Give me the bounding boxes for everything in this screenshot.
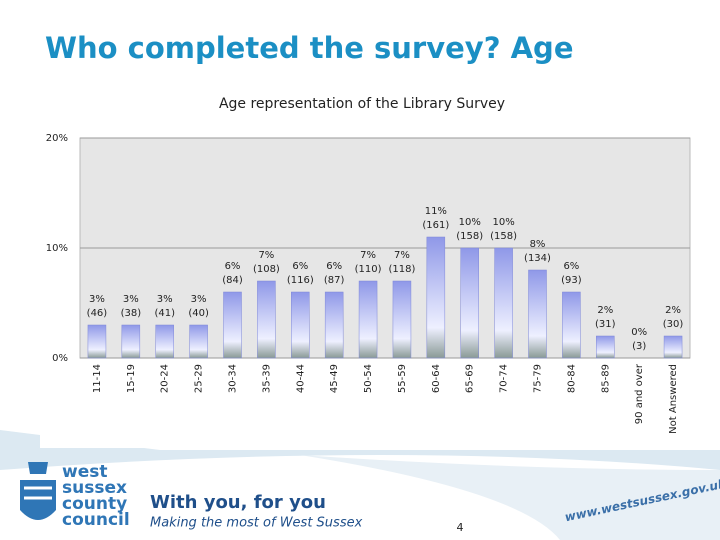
data-label: 6%	[563, 261, 579, 272]
bar	[392, 280, 412, 359]
logo-line: sussex	[62, 478, 127, 498]
count-label: (158)	[490, 231, 517, 242]
bar	[562, 291, 581, 359]
y-tick-label: 10%	[46, 243, 68, 254]
count-label: (116)	[287, 275, 314, 286]
data-label: 3%	[89, 294, 105, 305]
bar	[189, 324, 208, 359]
bar	[596, 335, 615, 359]
data-label: 6%	[292, 261, 308, 272]
logo-line: west	[62, 462, 107, 482]
bar	[663, 335, 683, 359]
bar	[460, 247, 479, 359]
bar	[257, 280, 276, 359]
data-label: 0%	[631, 327, 647, 338]
x-tick-label: 60-64	[431, 364, 442, 393]
page-number: 4	[457, 521, 464, 534]
x-tick-label: 55-59	[397, 364, 408, 393]
bar	[358, 280, 378, 359]
logo	[20, 462, 56, 520]
data-label: 3%	[191, 294, 207, 305]
tagline: Making the most of West Sussex	[150, 516, 363, 531]
bar	[324, 291, 344, 359]
x-tick-label: 15-19	[126, 364, 137, 393]
count-label: (134)	[524, 253, 551, 264]
x-tick-label: 40-44	[295, 364, 306, 393]
logo-line: county	[62, 494, 127, 514]
x-tick-label: 75-79	[533, 364, 544, 393]
wave	[0, 430, 720, 470]
x-tick-label: 80-84	[566, 364, 577, 393]
count-label: (87)	[324, 275, 345, 286]
logo-line: council	[62, 510, 130, 530]
x-tick-label: 25-29	[194, 364, 205, 393]
count-label: (108)	[253, 264, 280, 275]
slide-title: Who completed the survey? Age	[45, 31, 574, 65]
slogan: With you, for you	[150, 492, 326, 513]
x-tick-label: 50-54	[363, 364, 374, 393]
data-label: 2%	[665, 305, 681, 316]
chart-title: Age representation of the Library Survey	[219, 96, 505, 112]
chart: 0% 10% 20% 11-14 3% (46) 15-19 3% (38) 20-24 3% (41…	[46, 133, 690, 434]
x-tick-label: 11-14	[92, 364, 103, 393]
bar	[528, 269, 547, 359]
bar	[121, 324, 141, 359]
x-tick-label: 35-39	[261, 364, 272, 393]
count-label: (84)	[222, 275, 243, 286]
wave	[300, 455, 720, 540]
data-label: 7%	[360, 250, 376, 261]
count-label: (40)	[188, 308, 209, 319]
y-tick-label: 20%	[46, 133, 68, 144]
count-label: (3)	[632, 341, 646, 352]
bar	[155, 324, 174, 359]
bar	[494, 247, 513, 359]
count-label: (41)	[154, 308, 175, 319]
data-label: 8%	[530, 239, 546, 250]
x-tick-label: 85-89	[600, 364, 611, 393]
y-tick-label: 0%	[52, 353, 68, 364]
data-label: 10%	[492, 217, 514, 228]
count-label: (158)	[456, 231, 483, 242]
data-label: 11%	[425, 206, 447, 217]
data-label: 6%	[326, 261, 342, 272]
count-label: (110)	[355, 264, 382, 275]
bar	[291, 291, 310, 359]
x-tick-label: 70-74	[499, 364, 510, 393]
x-tick-label: 20-24	[160, 364, 171, 393]
count-label: (30)	[663, 319, 684, 330]
count-label: (31)	[595, 319, 616, 330]
bar	[426, 236, 446, 359]
x-tick-label: 30-34	[228, 364, 239, 393]
data-label: 7%	[394, 250, 410, 261]
count-label: (93)	[561, 275, 582, 286]
data-label: 6%	[225, 261, 241, 272]
data-label: 2%	[597, 305, 613, 316]
x-tick-label: Not Answered	[668, 364, 679, 434]
count-label: (161)	[422, 220, 449, 231]
data-label: 10%	[459, 217, 481, 228]
count-label: (118)	[388, 264, 415, 275]
count-label: (46)	[87, 308, 108, 319]
x-tick-label: 90 and over	[634, 363, 645, 424]
count-label: (38)	[121, 308, 142, 319]
bar	[87, 324, 107, 359]
data-label: 3%	[123, 294, 139, 305]
bar	[223, 291, 242, 359]
data-label: 7%	[258, 250, 274, 261]
data-label: 3%	[157, 294, 173, 305]
x-tick-label: 65-69	[465, 364, 476, 393]
x-tick-label: 45-49	[329, 364, 340, 393]
